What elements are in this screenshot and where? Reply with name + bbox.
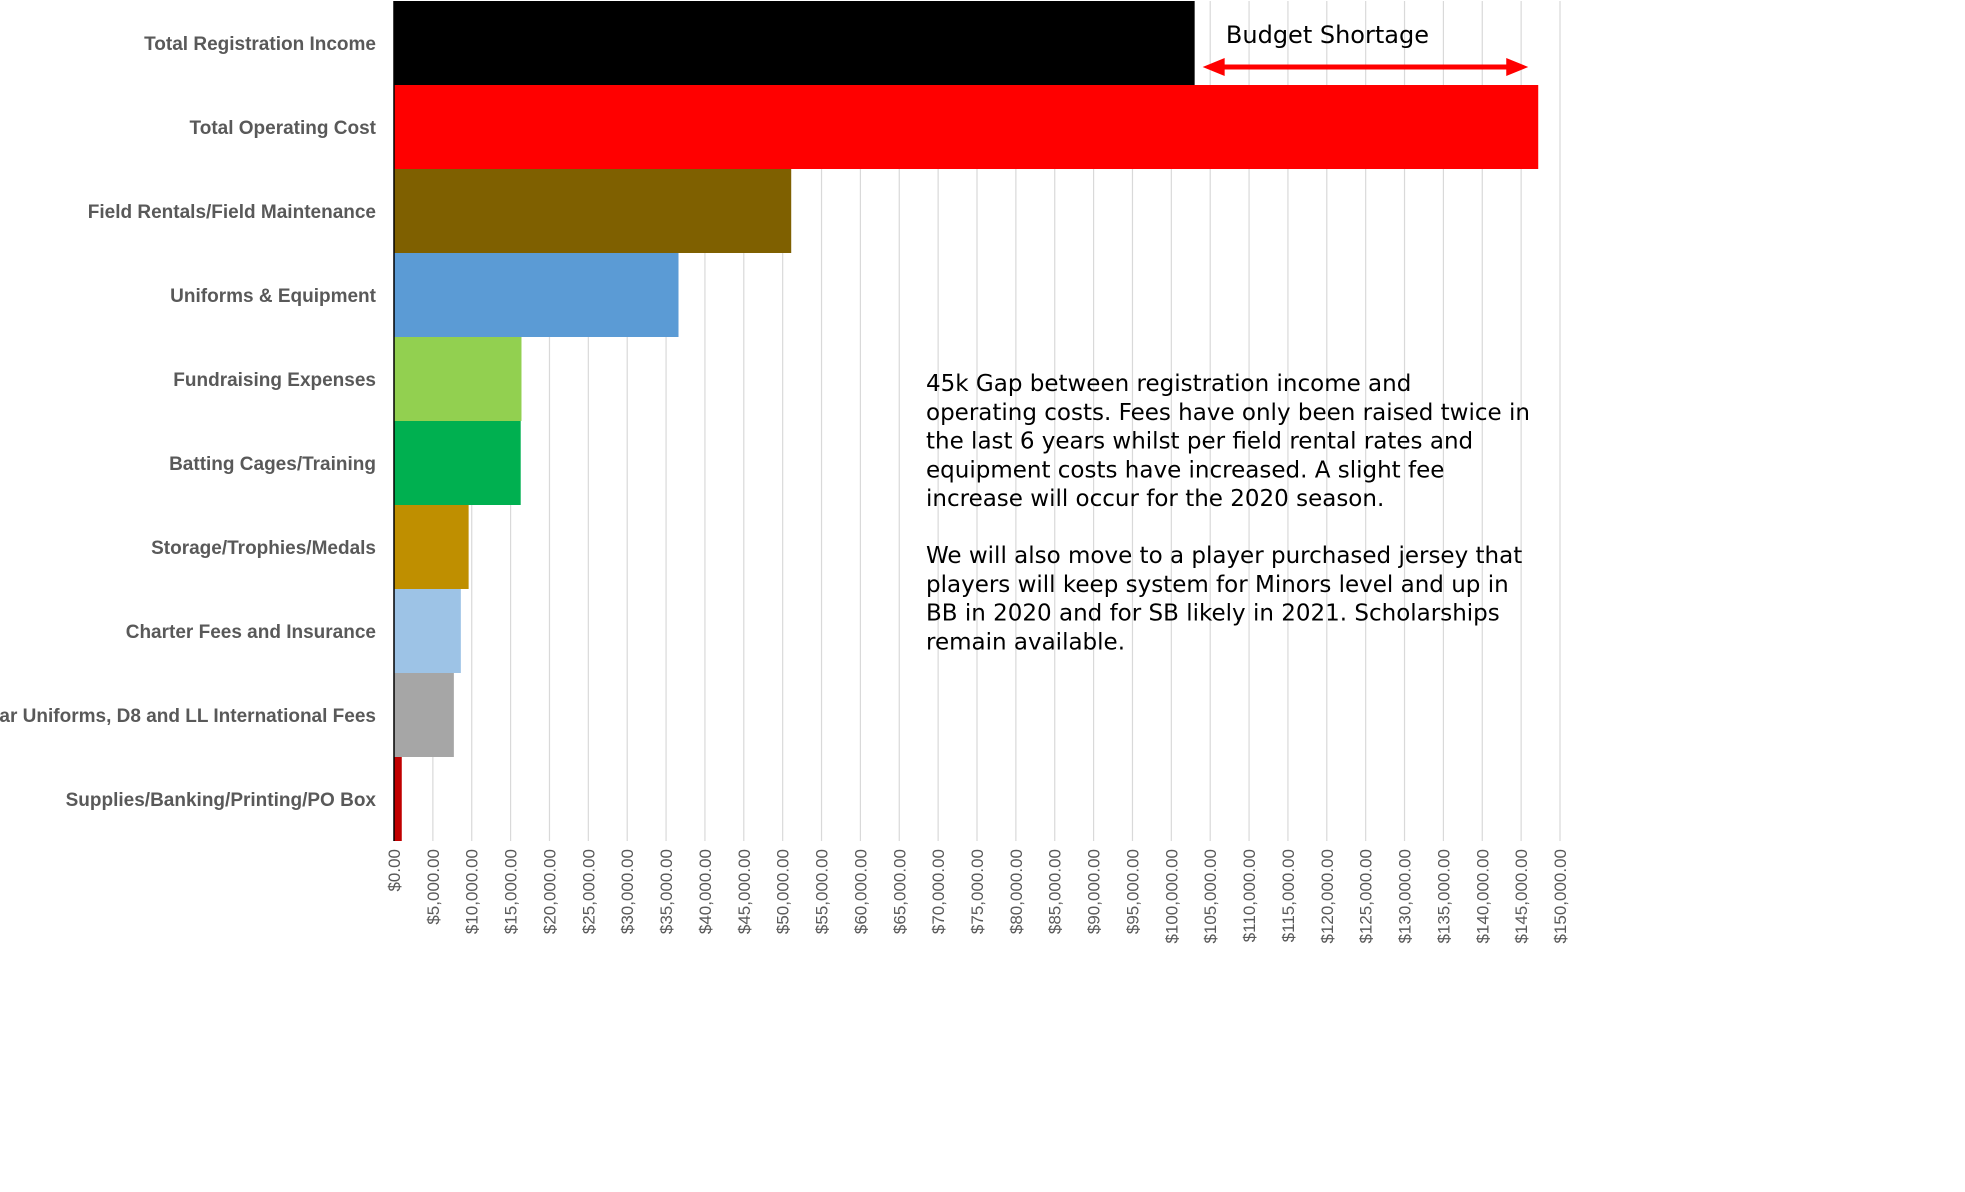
x-tick-label: $115,000.00	[1279, 849, 1298, 942]
bar	[394, 1, 1195, 85]
category-label: Charter Fees and Insurance	[126, 622, 376, 643]
note-line: remain available.	[926, 629, 1125, 655]
category-label: Uniforms & Equipment	[170, 286, 377, 307]
x-tick-label: $110,000.00	[1240, 849, 1259, 942]
category-label: Batting Cages/Training	[169, 454, 376, 475]
x-tick-labels: $0.00 $5,000.00 $10,000.00 $15,000.00 $20,00…	[385, 849, 1570, 944]
x-tick-label: $80,000.00	[1007, 849, 1026, 934]
x-tick-label: $135,000.00	[1434, 849, 1453, 944]
budget-shortage-arrow	[1202, 58, 1529, 76]
category-label: Total Operating Cost	[190, 118, 377, 139]
bar	[394, 253, 679, 337]
x-tick-label: $65,000.00	[890, 849, 909, 934]
x-tick-label: $50,000.00	[774, 849, 793, 934]
note-line: BB in 2020 and for SB likely in 2021. Sc…	[926, 601, 1500, 627]
x-tick-label: $10,000.00	[463, 849, 482, 934]
x-tick-label: $140,000.00	[1473, 849, 1492, 944]
bar	[394, 169, 792, 253]
category-label: All Star Uniforms, D8 and LL Internation…	[0, 706, 376, 727]
x-tick-label: $70,000.00	[929, 849, 948, 934]
x-tick-label: $55,000.00	[813, 849, 832, 934]
x-tick-label: $5,000.00	[424, 849, 443, 925]
note-line: equipment costs have increased. A slight…	[926, 457, 1444, 483]
category-label: Supplies/Banking/Printing/PO Box	[66, 790, 377, 811]
bar	[394, 337, 522, 421]
bars	[394, 1, 1539, 841]
note-line: operating costs. Fees have only been rai…	[926, 400, 1530, 426]
x-tick-label: $95,000.00	[1123, 849, 1142, 934]
x-tick-label: $150,000.00	[1551, 849, 1570, 944]
category-label: Total Registration Income	[144, 34, 376, 55]
note-line: players will keep system for Minors leve…	[926, 572, 1509, 598]
x-tick-label: $30,000.00	[618, 849, 637, 934]
x-tick-label: $20,000.00	[540, 849, 559, 934]
x-tick-label: $100,000.00	[1162, 849, 1181, 944]
category-labels: Total Registration Income Total Operating…	[0, 34, 377, 811]
x-tick-label: $125,000.00	[1357, 849, 1376, 944]
arrow-head-right	[1506, 58, 1529, 76]
category-label: Fundraising Expenses	[173, 370, 376, 391]
note-line: the last 6 years whilst per field rental…	[926, 429, 1473, 455]
bar	[394, 505, 469, 589]
x-tick-label: $35,000.00	[657, 849, 676, 934]
x-tick-label: $45,000.00	[735, 849, 754, 934]
x-tick-label: $40,000.00	[696, 849, 715, 934]
arrow-head-left	[1202, 58, 1225, 76]
category-label: Storage/Trophies/Medals	[151, 538, 376, 559]
x-tick-label: $60,000.00	[851, 849, 870, 934]
budget-shortage-label: Budget Shortage	[1226, 21, 1429, 49]
annotations: Budget Shortage 45k Gap between registra…	[926, 21, 1530, 655]
bar	[394, 589, 461, 673]
bar	[394, 421, 521, 505]
bar	[394, 757, 402, 841]
x-tick-label: $85,000.00	[1046, 849, 1065, 934]
x-tick-label: $130,000.00	[1396, 849, 1415, 944]
note-line: We will also move to a player purchased …	[926, 543, 1522, 569]
x-tick-label: $25,000.00	[579, 849, 598, 934]
x-tick-label: $120,000.00	[1318, 849, 1337, 944]
x-tick-label: $145,000.00	[1512, 849, 1531, 944]
x-tick-label: $15,000.00	[502, 849, 521, 934]
bar	[394, 673, 454, 757]
x-tick-label: $75,000.00	[968, 849, 987, 934]
note-line: increase will occur for the 2020 season.	[926, 486, 1384, 512]
x-tick-label: $90,000.00	[1085, 849, 1104, 934]
x-tick-label: $105,000.00	[1201, 849, 1220, 944]
x-tick-label: $0.00	[385, 849, 404, 892]
gap-note-textbox: 45k Gap between registration income and o…	[926, 371, 1530, 655]
category-label: Field Rentals/Field Maintenance	[88, 202, 376, 223]
bar	[394, 85, 1539, 169]
note-line: 45k Gap between registration income and	[926, 371, 1411, 397]
